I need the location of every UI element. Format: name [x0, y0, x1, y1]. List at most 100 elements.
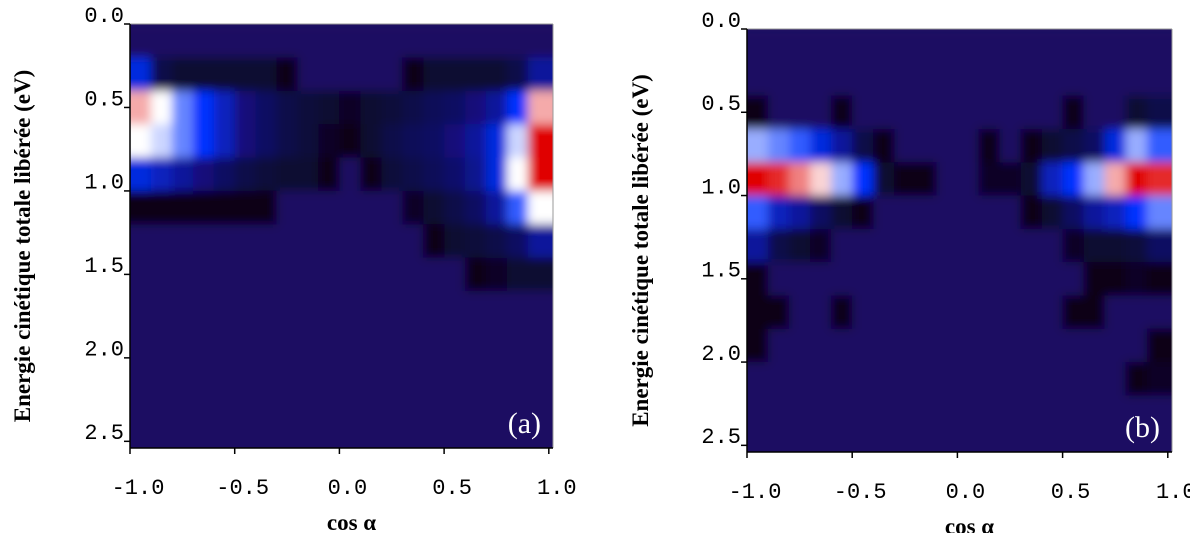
heatmap-cell: [360, 90, 382, 125]
heatmap-cell: [852, 228, 874, 263]
heatmap-cell: [999, 228, 1022, 263]
y-tick-label: 2.0: [701, 342, 741, 367]
heatmap-cell: [234, 391, 257, 426]
heatmap-cell: [1083, 128, 1106, 163]
heatmap-cell: [402, 190, 424, 225]
heatmap-cell: [465, 391, 487, 426]
heatmap-cell: [1041, 95, 1064, 130]
heatmap-cell: [1062, 428, 1085, 452]
heatmap-cell: [130, 190, 152, 225]
heatmap-cell: [1104, 95, 1127, 130]
heatmap: [130, 24, 553, 448]
heatmap-cell: [1125, 228, 1148, 263]
heatmap: [747, 29, 1172, 452]
heatmap-cell: [1146, 95, 1172, 130]
heatmap-cell: [1062, 95, 1085, 130]
heatmap-cell: [957, 295, 979, 330]
heatmap-cell: [894, 262, 916, 296]
heatmap-cell: [297, 90, 319, 125]
heatmap-cell: [234, 224, 257, 259]
heatmap-cell: [915, 262, 937, 296]
heatmap-cell: [978, 95, 1000, 130]
heatmap-cell: [831, 128, 853, 163]
heatmap-cell: [936, 328, 958, 363]
heatmap-cell: [1020, 295, 1043, 330]
y-tick-label: 0.0: [84, 4, 124, 29]
heatmap-cell: [276, 324, 299, 359]
heatmap-cell: [957, 29, 979, 63]
heatmap-cell: [213, 391, 236, 426]
heatmap-cell: [915, 428, 937, 452]
heatmap-cell: [1020, 95, 1043, 130]
heatmap-cell: [1125, 128, 1148, 163]
heatmap-cell: [465, 157, 487, 192]
heatmap-cell: [402, 157, 424, 192]
heatmap-cell: [192, 124, 215, 159]
y-tick-label: 1.5: [84, 254, 124, 279]
heatmap-cell: [1041, 62, 1064, 97]
heatmap-cell: [999, 362, 1022, 396]
heatmap-cell: [444, 391, 466, 426]
heatmap-cell: [915, 328, 937, 363]
heatmap-cell: [1020, 228, 1043, 263]
heatmap-cell: [150, 124, 173, 159]
heatmap-cell: [747, 428, 769, 452]
heatmap-cell: [810, 128, 832, 163]
x-tick-label: 0.5: [1051, 480, 1091, 505]
heatmap-cell: [234, 57, 257, 92]
heatmap-cell: [318, 57, 340, 92]
heatmap-cell: [999, 195, 1022, 230]
heatmap-cell: [1041, 295, 1064, 330]
heatmap-cell: [831, 29, 853, 63]
heatmap-cell: [339, 90, 361, 125]
heatmap-cell: [318, 257, 340, 292]
heatmap-cell: [130, 357, 152, 392]
heatmap-cell: [444, 90, 466, 125]
heatmap-cell: [894, 162, 916, 197]
heatmap-cell: [527, 90, 553, 125]
y-tick-label: 0.5: [84, 87, 124, 112]
heatmap-cell: [423, 90, 445, 125]
heatmap-cell: [957, 128, 979, 163]
heatmap-cell: [1041, 128, 1064, 163]
x-tick-label: -0.5: [834, 480, 887, 505]
heatmap-cell: [1146, 162, 1172, 197]
heatmap-cell: [192, 90, 215, 125]
heatmap-cell: [1062, 395, 1085, 430]
heatmap-cell: [339, 224, 361, 259]
heatmap-cell: [297, 190, 319, 225]
heatmap-cell: [1146, 428, 1172, 452]
heatmap-cell: [171, 291, 194, 325]
heatmap-cell: [360, 424, 382, 448]
heatmap-cell: [506, 124, 529, 159]
heatmap-cells: [130, 24, 553, 448]
x-tick-label: 0.5: [432, 476, 472, 501]
heatmap-cell: [318, 90, 340, 125]
heatmap-cell: [171, 190, 194, 225]
heatmap-cell: [915, 395, 937, 430]
heatmap-cell: [423, 57, 445, 92]
heatmap-cell: [276, 257, 299, 292]
heatmap-cell: [1041, 395, 1064, 430]
heatmap-cell: [1041, 29, 1064, 63]
heatmap-cell: [1104, 195, 1127, 230]
heatmap-cell: [915, 162, 937, 197]
heatmap-cell: [1146, 29, 1172, 63]
heatmap-cell: [527, 424, 553, 448]
heatmap-cell: [1041, 428, 1064, 452]
heatmap-cell: [1125, 328, 1148, 363]
heatmap-cell: [527, 190, 553, 225]
heatmap-cell: [402, 124, 424, 159]
heatmap-cell: [444, 324, 466, 359]
heatmap-cell: [852, 328, 874, 363]
heatmap-cell: [465, 24, 487, 58]
heatmap-cell: [915, 128, 937, 163]
heatmap-cell: [318, 157, 340, 192]
heatmap-cell: [1020, 128, 1043, 163]
heatmap-cell: [894, 328, 916, 363]
heatmap-cell: [150, 291, 173, 325]
heatmap-cell: [1062, 195, 1085, 230]
heatmap-cell: [444, 190, 466, 225]
heatmap-cell: [171, 257, 194, 292]
